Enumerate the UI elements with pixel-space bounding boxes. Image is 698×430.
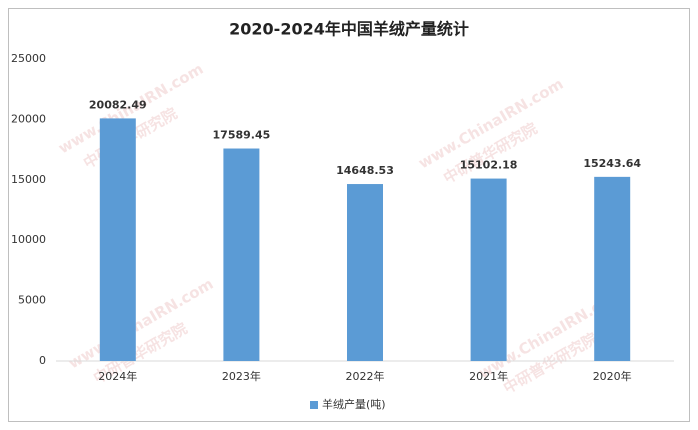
y-tick-label: 25000	[11, 52, 46, 65]
chart-title: 2020-2024年中国羊绒产量统计	[229, 20, 469, 39]
x-tick-label: 2020年	[593, 369, 632, 383]
y-tick-label: 10000	[11, 233, 46, 246]
x-tick-label: 2023年	[222, 369, 261, 383]
x-tick-label: 2022年	[346, 369, 385, 383]
y-tick-label: 20000	[11, 112, 46, 125]
y-tick-label: 0	[39, 354, 46, 367]
data-label: 20082.49	[89, 98, 147, 111]
data-label: 15243.64	[583, 157, 641, 170]
bar	[347, 184, 383, 361]
legend-label: 羊绒产量(吨)	[322, 397, 386, 411]
y-tick-label: 5000	[18, 294, 46, 307]
x-tick-label: 2021年	[469, 369, 508, 383]
bar	[99, 118, 136, 361]
bar	[223, 148, 260, 361]
data-label: 15102.18	[460, 159, 518, 172]
y-tick-label: 15000	[11, 173, 46, 186]
legend-swatch	[310, 401, 318, 409]
bar	[594, 176, 631, 361]
bar	[470, 178, 507, 361]
data-label: 17589.45	[213, 129, 271, 142]
data-label: 14648.53	[336, 164, 394, 177]
x-tick-label: 2024年	[98, 369, 137, 383]
